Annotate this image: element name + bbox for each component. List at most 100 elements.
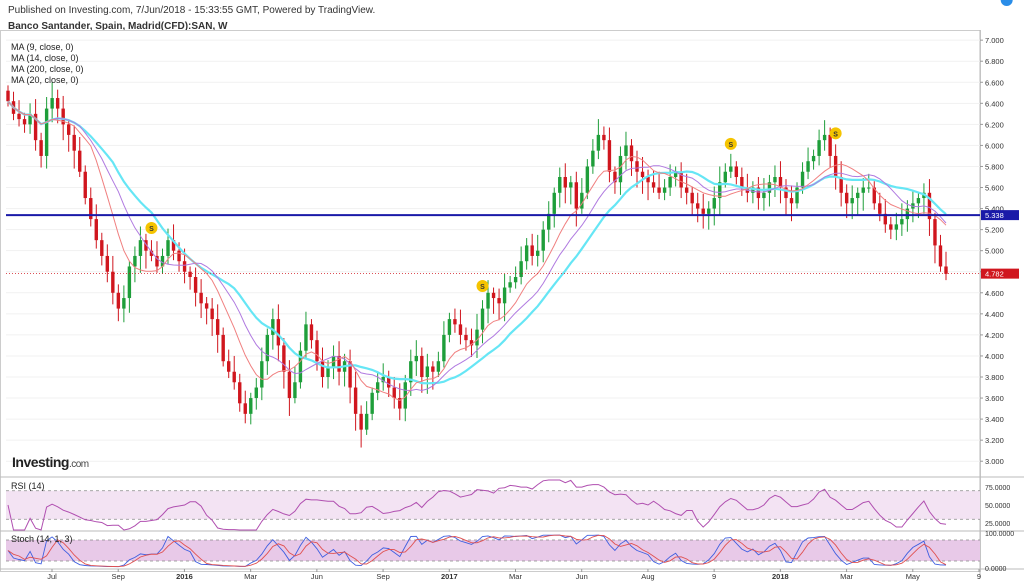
candle	[17, 100, 21, 127]
candle-body	[916, 198, 921, 204]
x-tick-label: 9	[712, 572, 716, 581]
candle	[839, 161, 843, 207]
support-label: 5.338	[985, 211, 1004, 220]
signal-marker: S	[724, 137, 737, 150]
candle	[933, 212, 937, 264]
candle	[50, 82, 54, 123]
y-tick-label: 5.800	[985, 162, 1004, 171]
candle	[508, 275, 512, 293]
candle-body	[111, 271, 115, 293]
rsi-tick-label: 50.0000	[985, 503, 1010, 510]
candle	[89, 187, 93, 227]
candle	[403, 374, 407, 422]
candle-body	[436, 361, 441, 372]
candle-body	[629, 145, 634, 162]
candle	[353, 371, 358, 431]
stoch-label: Stoch (14, 1, 3)	[11, 534, 73, 544]
x-tick-label: Jun	[576, 572, 588, 581]
candle-body	[905, 208, 910, 220]
y-tick-label: 4.200	[985, 331, 1004, 340]
candle-body	[519, 261, 523, 277]
x-tick-label: 2017	[441, 572, 458, 581]
candle-body	[199, 292, 203, 304]
candle-body	[591, 150, 595, 167]
candle-body	[83, 171, 87, 199]
candle-body	[718, 182, 722, 199]
candle-body	[856, 192, 860, 199]
candle-body	[596, 134, 601, 151]
signal-marker: P	[1000, 0, 1013, 6]
candle-body	[800, 171, 805, 188]
candle-body	[353, 387, 358, 414]
candle-body	[822, 134, 827, 141]
stoch-k-line	[7, 534, 947, 568]
candle-body	[33, 113, 38, 141]
candle	[464, 327, 468, 351]
candle-body	[850, 198, 854, 204]
x-tick-label: May	[906, 572, 920, 581]
y-tick-label: 5.600	[985, 184, 1004, 193]
marker-circle	[829, 127, 842, 140]
candle-body	[425, 366, 430, 377]
candle	[844, 184, 849, 219]
candle-body	[320, 361, 325, 377]
candle	[734, 161, 739, 185]
candle-body	[696, 203, 700, 209]
logo-suffix: .com	[68, 459, 89, 470]
ma9-line	[7, 100, 947, 401]
candle-body	[734, 166, 739, 177]
candle	[558, 167, 562, 208]
candle	[138, 226, 143, 273]
candle	[370, 387, 374, 421]
candle	[337, 341, 341, 386]
candle	[751, 181, 755, 204]
candle-body	[563, 177, 567, 188]
candle-body	[309, 324, 314, 341]
candle-body	[778, 177, 783, 188]
candle-body	[883, 213, 888, 225]
candle	[701, 193, 705, 229]
candle-body	[607, 140, 612, 172]
candle-body	[50, 98, 54, 109]
candle	[436, 351, 441, 377]
candle	[541, 221, 545, 263]
candle	[778, 161, 783, 204]
y-tick-label: 7.000	[985, 36, 1004, 45]
candle	[298, 342, 303, 389]
y-tick-label: 3.000	[985, 457, 1004, 466]
candle-body	[364, 413, 369, 430]
candle	[596, 119, 601, 160]
marker-letter: S	[833, 131, 838, 138]
candle	[249, 392, 253, 425]
candle	[66, 119, 71, 152]
candle-body	[370, 392, 374, 414]
candle-body	[105, 255, 110, 272]
candle-body	[28, 113, 32, 125]
candle-body	[166, 240, 170, 256]
y-tick-label: 6.400	[985, 99, 1004, 108]
candle-body	[55, 98, 60, 109]
marker-letter: S	[149, 226, 154, 233]
candle-body	[337, 355, 341, 372]
x-tick-label: 2016	[176, 572, 193, 581]
candle-body	[238, 382, 242, 404]
candle-body	[657, 187, 661, 193]
candle-body	[662, 187, 667, 193]
candle-body	[933, 219, 937, 246]
stoch-tick-label: 0.0000	[985, 566, 1007, 573]
candle	[227, 349, 231, 379]
candle-body	[304, 324, 308, 351]
candle	[260, 347, 264, 401]
candle-body	[160, 255, 165, 267]
candle-body	[673, 171, 678, 177]
marker-letter: S	[728, 142, 733, 149]
candle	[491, 287, 496, 314]
candle-body	[409, 361, 413, 383]
candle	[160, 248, 165, 274]
candle-body	[541, 229, 545, 251]
candle-body	[491, 292, 496, 299]
last-price-label: 4.782	[985, 270, 1004, 279]
candle-body	[806, 161, 810, 172]
candle-body	[144, 240, 148, 251]
